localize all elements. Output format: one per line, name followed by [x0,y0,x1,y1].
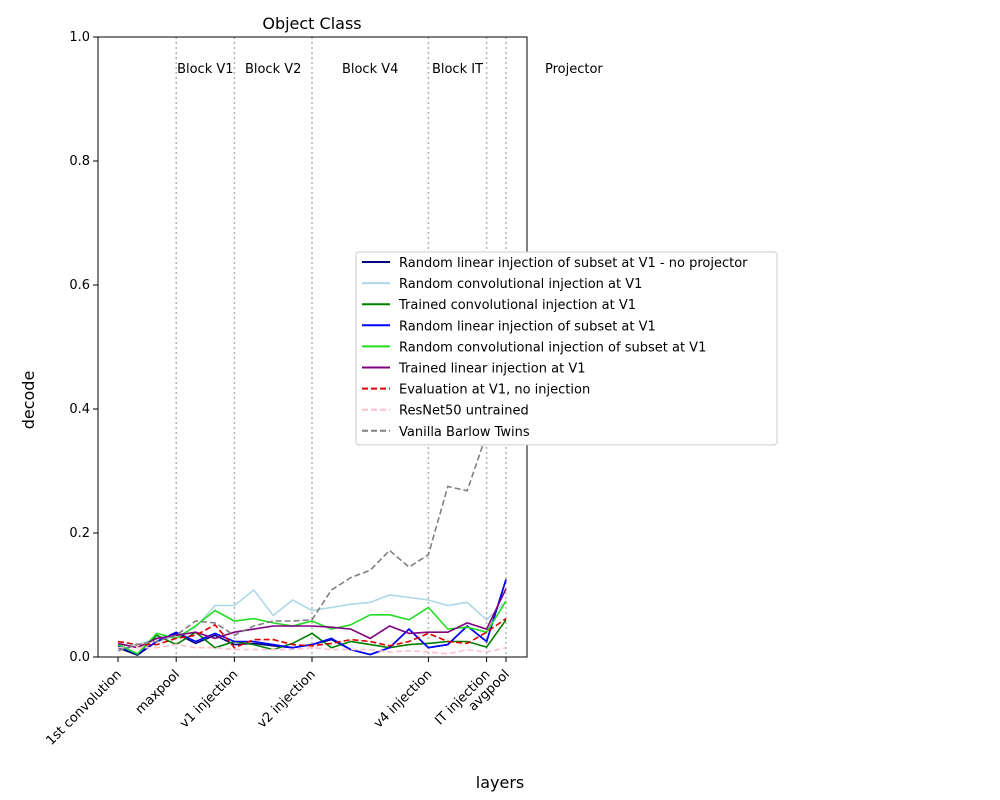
legend-entry: Evaluation at V1, no injection [399,383,590,398]
y-axis-label: decode [19,371,38,430]
chart-title: Object Class [262,14,361,33]
block-label: Projector [545,62,603,77]
y-tick-label: 0.4 [69,402,90,417]
legend-entry: Random linear injection of subset at V1 [399,319,656,334]
x-tick-label: v1 injection [177,667,241,731]
series-line [118,643,507,655]
block-label: Block V1 [177,62,233,77]
x-axis-label: layers [476,773,524,792]
block-label: Block IT [432,62,483,77]
y-tick-label: 0.2 [69,526,90,541]
legend: Random linear injection of subset at V1 … [355,251,778,446]
legend-entry: Trained convolutional injection at V1 [398,298,636,313]
x-tick-label: maxpool [133,667,183,717]
series-line [117,619,507,655]
block-label: Block V2 [245,62,301,77]
series-line [117,617,507,649]
block-label: Block V4 [342,62,398,77]
legend-entry: Trained linear injection at V1 [398,362,585,377]
series-line [117,579,507,656]
series-lines [117,423,507,656]
legend-entry: Random linear injection of subset at V1 … [399,256,748,271]
y-tick-label: 0.6 [69,278,90,293]
block-labels: Block V1 Block V2 Block V4 Block IT Projecto… [177,62,603,77]
y-tick-label: 0.8 [69,154,90,169]
legend-entry: Random convolutional injection of subset… [399,340,706,355]
x-tick-label: v4 injection [371,667,435,731]
legend-entry: ResNet50 untrained [399,404,529,419]
legend-box [355,251,778,446]
x-tick-label: v2 injection [255,667,319,731]
y-axis: 0.0 0.2 0.4 0.6 0.8 1.0 [69,30,98,665]
legend-entry: Vanilla Barlow Twins [399,425,530,440]
series-line [117,588,507,649]
x-tick-label: 1st convolution [44,667,125,748]
series-line [117,423,507,652]
y-tick-label: 0.0 [69,650,90,665]
y-tick-label: 1.0 [69,30,90,45]
legend-entry: Random convolutional injection at V1 [399,277,642,292]
